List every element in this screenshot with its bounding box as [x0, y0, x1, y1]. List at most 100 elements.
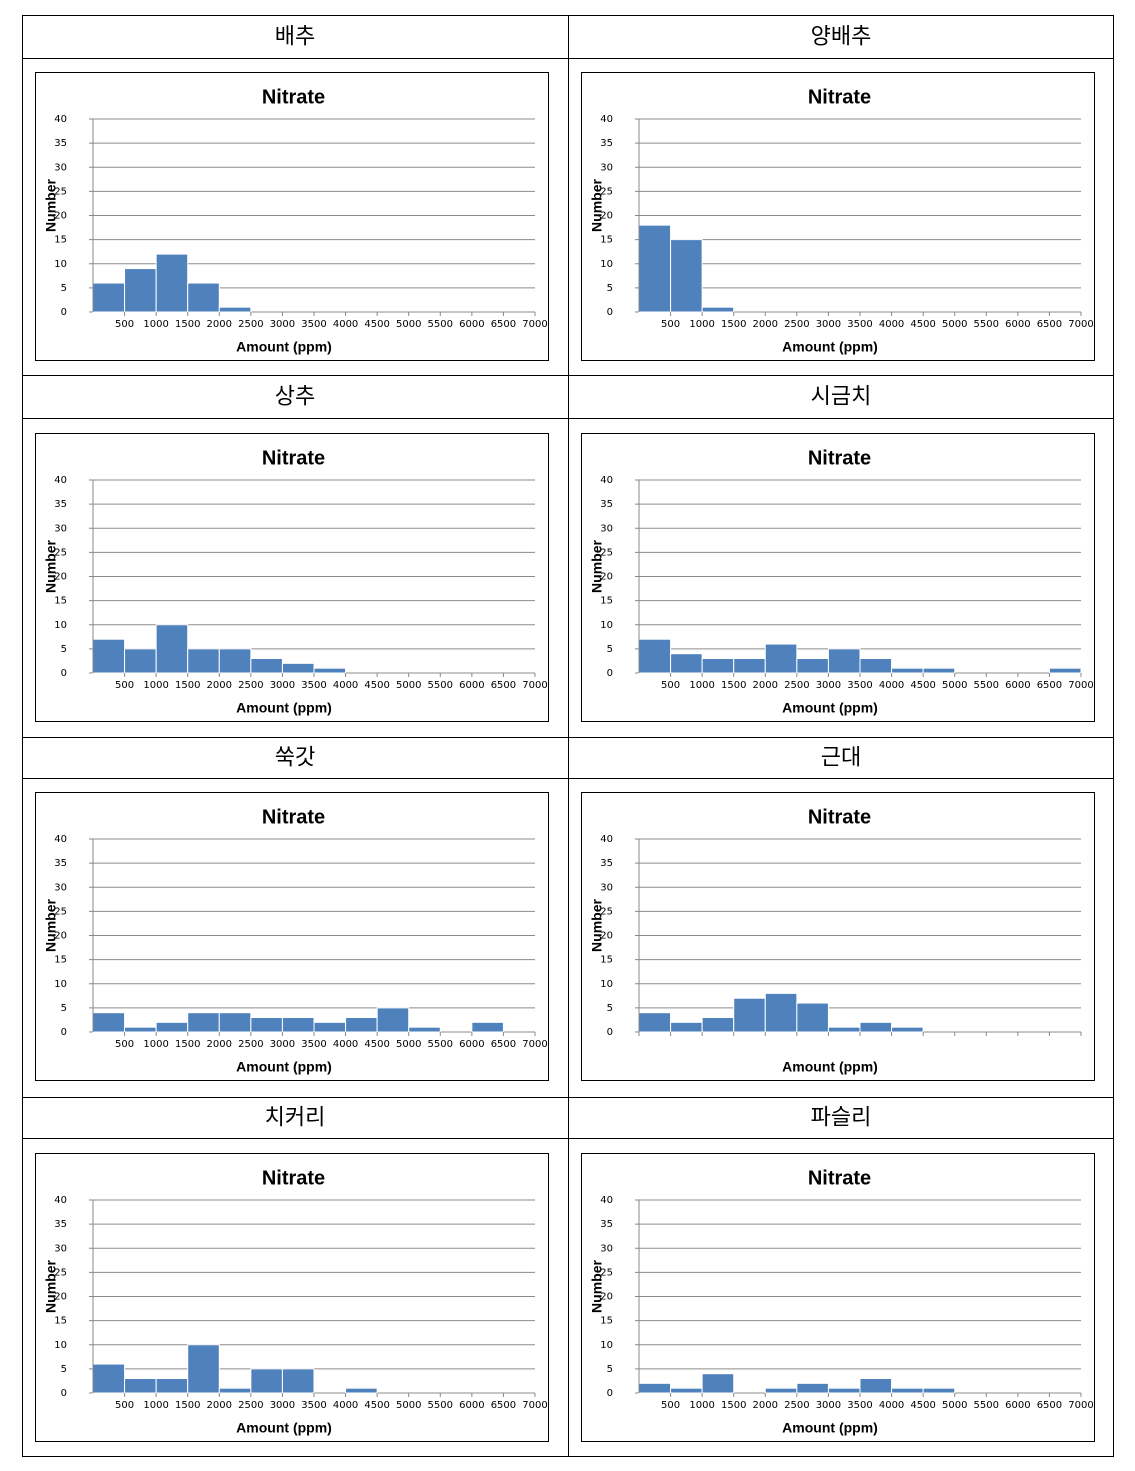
y-tick-label: 0: [607, 307, 613, 318]
histogram-bar: [670, 239, 703, 313]
x-tick-label: 7000: [1068, 1400, 1093, 1411]
histogram-bar: [1048, 667, 1082, 674]
y-tick-label: 0: [61, 1388, 67, 1399]
y-tick-label: 15: [600, 596, 613, 607]
x-tick-label: 5500: [428, 1400, 453, 1411]
histogram-bar: [124, 648, 157, 674]
column-header: 파슬리: [811, 1106, 872, 1131]
histogram-bar: [408, 1026, 441, 1033]
x-tick-label: 7000: [1068, 680, 1093, 691]
x-tick-label: 2500: [238, 1039, 263, 1050]
x-tick-label: 3500: [301, 1400, 326, 1411]
x-tick-label: 4000: [879, 680, 904, 691]
y-tick-label: 20: [54, 1292, 67, 1303]
histogram-bar: [827, 648, 861, 674]
chart: Nitrate Amount (ppm) Number 0 5 10 15 20 25 30 35 4…: [35, 1153, 549, 1442]
x-tick-label: 5500: [974, 680, 999, 691]
x-axis-label: Amount (ppm): [236, 339, 332, 355]
y-tick-label: 30: [600, 523, 613, 534]
x-tick-label: 6500: [491, 1400, 516, 1411]
histogram-bar: [764, 1387, 798, 1394]
x-axis-label: Amount (ppm): [782, 1059, 878, 1075]
x-tick-label: 4000: [333, 1400, 358, 1411]
y-tick-label: 35: [600, 499, 613, 510]
histogram-bar: [922, 667, 956, 674]
x-tick-label: 7000: [1068, 319, 1093, 330]
chart: Nitrate Amount (ppm) Number 0 5 10 15 20 25 30 35 4…: [35, 792, 549, 1081]
y-tick-label: 5: [61, 1003, 67, 1014]
chart-title: Nitrate: [262, 86, 325, 108]
x-tick-label: 4000: [879, 319, 904, 330]
y-tick-label: 40: [600, 475, 613, 486]
y-tick-label: 40: [54, 1195, 67, 1206]
y-tick-label: 10: [600, 979, 613, 990]
x-tick-label: 4500: [364, 1039, 389, 1050]
x-tick-label: 5500: [974, 319, 999, 330]
histogram-bar: [187, 648, 220, 674]
x-tick-label: 2000: [207, 1039, 232, 1050]
y-tick-label: 25: [54, 186, 67, 197]
x-tick-label: 6500: [491, 319, 516, 330]
x-tick-label: 2500: [238, 1400, 263, 1411]
x-tick-label: 3500: [301, 1039, 326, 1050]
histogram-bar: [638, 638, 672, 674]
y-axis-label: Number: [43, 540, 59, 593]
histogram-bar: [218, 1387, 252, 1394]
x-tick-label: 1500: [721, 680, 746, 691]
chart-frame: [581, 792, 1095, 1081]
histogram-bar: [859, 1021, 893, 1033]
histogram-bar: [218, 648, 252, 674]
x-tick-label: 6000: [459, 319, 484, 330]
chart-frame: [581, 433, 1095, 722]
histogram-bar: [891, 667, 924, 674]
chart-title: Nitrate: [262, 1167, 325, 1189]
y-tick-label: 0: [607, 1388, 613, 1399]
histogram-bar: [670, 653, 703, 674]
histogram-bar: [827, 1387, 861, 1394]
chart-title: Nitrate: [808, 806, 871, 828]
histogram-bar: [733, 658, 766, 674]
histogram-bar: [670, 1387, 703, 1394]
histogram-bar: [250, 1368, 283, 1394]
y-tick-label: 35: [54, 499, 67, 510]
histogram-bar: [281, 1368, 315, 1394]
y-tick-label: 5: [607, 1364, 613, 1375]
y-tick-label: 10: [600, 620, 613, 631]
histogram-bar: [92, 1363, 126, 1394]
x-tick-label: 4500: [364, 680, 389, 691]
y-tick-label: 10: [54, 1340, 67, 1351]
histogram-bar: [124, 1378, 157, 1394]
x-tick-label: 5000: [942, 1400, 967, 1411]
x-axis-label: Amount (ppm): [782, 339, 878, 355]
x-tick-label: 2500: [238, 680, 263, 691]
x-tick-label: 500: [115, 1400, 134, 1411]
histogram-bar: [891, 1387, 924, 1394]
y-tick-label: 5: [61, 1364, 67, 1375]
x-tick-label: 7000: [522, 680, 547, 691]
column-header: 치커리: [265, 1106, 326, 1131]
x-tick-label: 3500: [847, 319, 872, 330]
y-tick-label: 15: [600, 1316, 613, 1327]
x-tick-label: 5000: [396, 680, 421, 691]
x-tick-label: 1500: [175, 1039, 200, 1050]
x-tick-label: 6000: [459, 1039, 484, 1050]
chart-frame: [35, 1153, 549, 1442]
x-tick-label: 2000: [753, 319, 778, 330]
y-axis-label: Number: [43, 899, 59, 952]
x-tick-label: 6000: [459, 1400, 484, 1411]
histogram-bar: [124, 268, 157, 313]
y-tick-label: 15: [54, 596, 67, 607]
x-tick-label: 1000: [143, 1039, 168, 1050]
y-tick-label: 0: [61, 307, 67, 318]
histogram-bar: [638, 1382, 672, 1394]
x-axis-label: Amount (ppm): [236, 1420, 332, 1436]
y-tick-label: 25: [600, 547, 613, 558]
y-tick-label: 25: [54, 906, 67, 917]
x-tick-label: 3500: [847, 680, 872, 691]
x-tick-label: 5000: [396, 1039, 421, 1050]
x-tick-label: 1000: [689, 319, 714, 330]
histogram-bar: [827, 1026, 861, 1033]
x-axis-label: Amount (ppm): [782, 700, 878, 716]
x-tick-label: 5500: [974, 1400, 999, 1411]
histogram-bar: [796, 658, 829, 674]
